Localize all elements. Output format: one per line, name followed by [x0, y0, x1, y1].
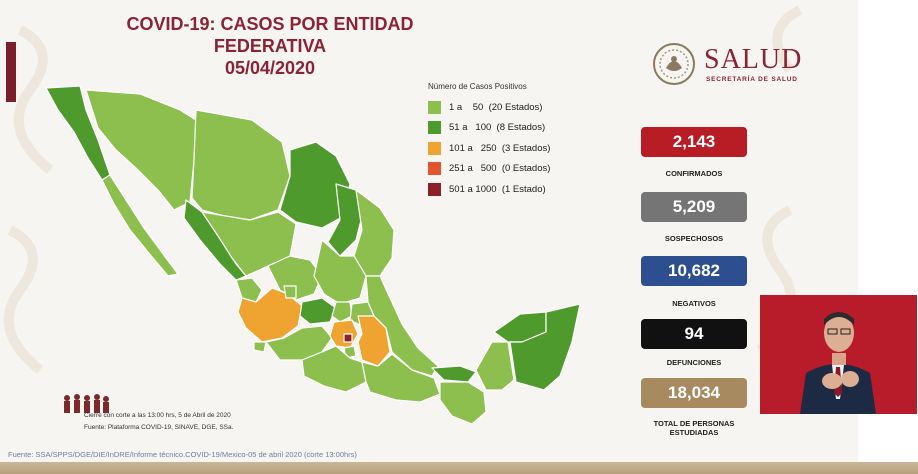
bottom-bar: [0, 462, 918, 474]
people-illustration-icon: [64, 394, 109, 413]
state-coahuila: [279, 141, 351, 229]
state-quintana-roo: [509, 303, 581, 391]
state-tamaulipas: [353, 189, 395, 277]
legend-swatch: [428, 182, 441, 196]
state-nayarit: [235, 277, 263, 303]
legend-label: 501 a 1000 (1 Estado): [449, 183, 546, 195]
interpreter-figure-icon: [760, 295, 917, 414]
state-cdmx: [343, 333, 353, 343]
national-seal-icon: [653, 43, 695, 85]
salud-logo: SALUD SECRETARÍA DE SALUD: [652, 42, 832, 90]
state-chihuahua: [191, 109, 291, 221]
source-note: Fuente: Plataforma COVID-19, SINAVE, DGE…: [84, 424, 234, 431]
title-line-2: 05/04/2020: [224, 58, 316, 78]
brand-name: SALUD: [704, 44, 803, 75]
title-line-1: COVID-19: CASOS POR ENTIDAD FEDERATIVA: [126, 14, 414, 56]
state-guanajuato: [299, 297, 337, 325]
map-legend: Número de Casos Positivos 1 a 50 (20 Est…: [428, 82, 588, 200]
total-studied-value: 18,034: [641, 378, 747, 408]
mexico-map: [45, 85, 581, 425]
legend-label: 101 a 250 (3 Estados): [449, 142, 551, 154]
legend-swatch: [428, 100, 441, 114]
legend-swatch: [428, 162, 441, 176]
confirmed-label: CONFIRMADOS: [665, 169, 723, 178]
brand-subtitle: SECRETARÍA DE SALUD: [706, 76, 798, 83]
state-veracruz: [365, 275, 439, 377]
slide: COVID-19: CASOS POR ENTIDAD FEDERATIVA 0…: [0, 0, 858, 462]
state-san-luis-potosi: [313, 239, 367, 305]
state-colima: [253, 341, 267, 353]
legend-item: 101 a 250 (3 Estados): [428, 138, 588, 159]
total-studied-label-line-2: ESTUDIADAS: [669, 428, 719, 437]
legend-item: 251 a 500 (0 Estados): [428, 159, 588, 180]
slide-title: COVID-19: CASOS POR ENTIDAD FEDERATIVA 0…: [100, 13, 440, 79]
state-campeche: [475, 341, 515, 391]
suspected-value: 5,209: [641, 192, 747, 222]
legend-swatch: [428, 141, 441, 155]
legend-item: 1 a 50 (20 Estados): [428, 97, 588, 118]
negative-label: NEGATIVOS: [672, 299, 716, 308]
state-sonora: [85, 89, 197, 211]
state-baja-california-sur: [101, 174, 179, 277]
state-chiapas: [439, 381, 487, 425]
state-tabasco: [431, 365, 477, 383]
cutoff-note: Cierre con corte a las 13:00 hrs, 5 de A…: [84, 412, 231, 419]
deaths-value: 94: [641, 319, 747, 349]
legend-swatch: [428, 121, 441, 135]
background-ornament: [3, 5, 803, 374]
state-jalisco: [237, 287, 303, 343]
state-aguascalientes: [283, 285, 297, 299]
footer-source: Fuente: SSA/SPPS/DGE/DIE/InDRE/Informe t…: [8, 450, 357, 459]
legend-item: 501 a 1000 (1 Estado): [428, 179, 588, 200]
total-studied-label-line-1: TOTAL DE PERSONAS: [653, 419, 735, 428]
left-accent-tab: [6, 42, 16, 102]
sign-language-interpreter: [760, 295, 917, 414]
legend-label: 51 a 100 (8 Estados): [449, 122, 546, 134]
negative-value: 10,682: [641, 256, 747, 286]
suspected-label: SOSPECHOSOS: [664, 234, 724, 243]
legend-title: Número de Casos Positivos: [428, 82, 527, 91]
legend-item: 51 a 100 (8 Estados): [428, 118, 588, 139]
state-queretaro: [331, 301, 353, 323]
deaths-label: DEFUNCIONES: [666, 358, 722, 367]
legend-label: 1 a 50 (20 Estados): [449, 101, 543, 113]
confirmed-value: 2,143: [641, 127, 747, 157]
legend-label: 251 a 500 (0 Estados): [449, 163, 551, 175]
